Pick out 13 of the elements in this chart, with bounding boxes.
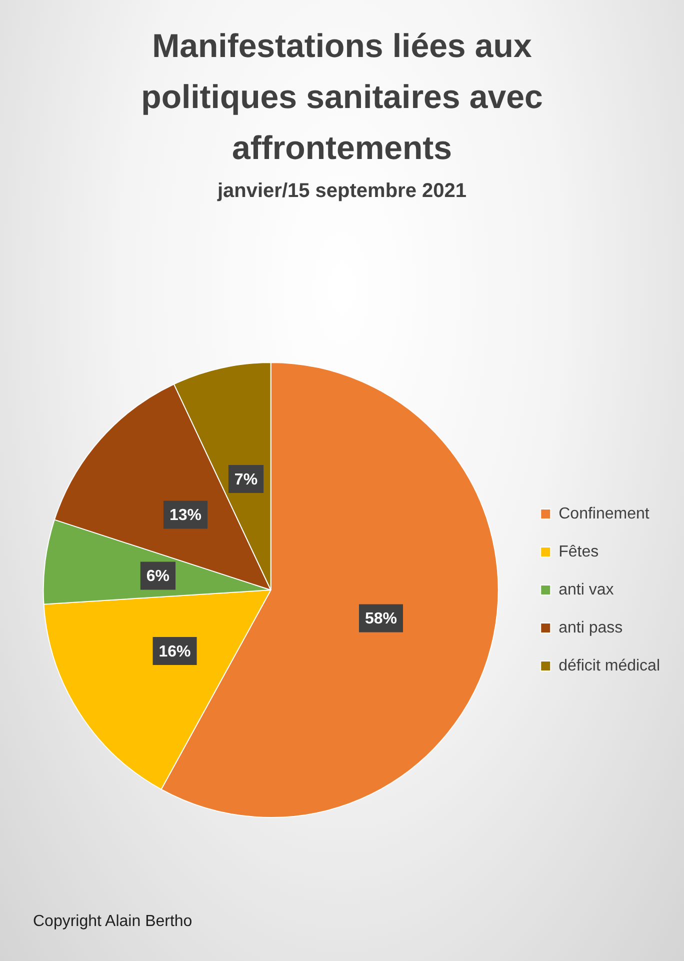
data-label: 16% bbox=[158, 643, 191, 660]
legend-label: anti pass bbox=[558, 619, 623, 636]
data-label: 7% bbox=[234, 471, 258, 488]
legend-label: Confinement bbox=[558, 505, 650, 522]
data-label: 6% bbox=[146, 568, 170, 586]
text: Copyright Alain Bertho bbox=[33, 913, 192, 931]
legend-label: anti vax bbox=[558, 581, 614, 598]
data-label: 13% bbox=[169, 507, 202, 524]
legend-label: déficit médical bbox=[558, 657, 660, 674]
chart-subtitle: janvier/15 septembre 2021 bbox=[216, 180, 468, 203]
data-label: 58% bbox=[364, 610, 398, 628]
legend-label: Fêtes bbox=[558, 543, 599, 560]
chart-title: Manifestations liées aux politiques sanitaires avec affrontements bbox=[140, 26, 544, 168]
